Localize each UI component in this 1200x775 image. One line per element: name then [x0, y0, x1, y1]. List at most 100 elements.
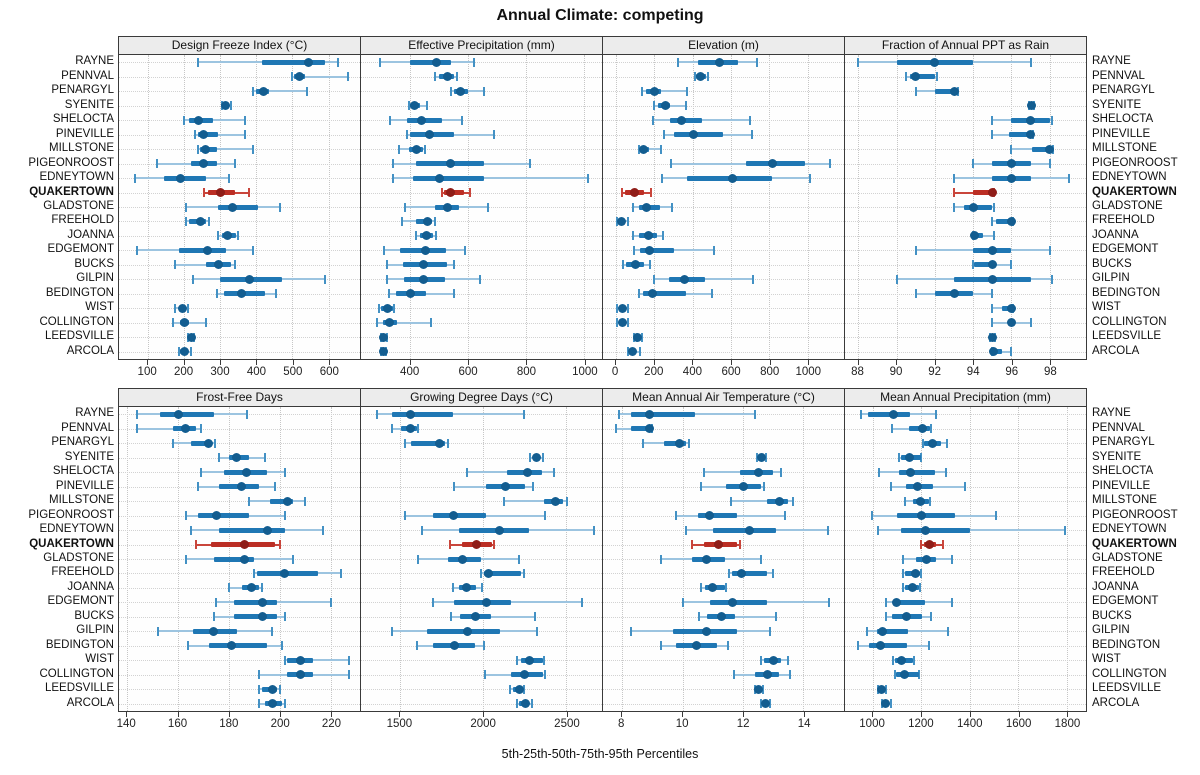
median-dot — [213, 260, 223, 270]
panel: Growing Degree Days (°C) 1500 2000 2500 — [360, 388, 603, 737]
site-label: PENARGYL — [51, 436, 114, 449]
site-label: MILLSTONE — [1092, 142, 1157, 155]
whisker-cap — [1064, 525, 1067, 535]
y-gridline — [361, 264, 602, 266]
whisker-cap — [378, 57, 381, 67]
site-label: FREEHOLD — [1092, 566, 1155, 579]
whisker-5-95 — [173, 321, 206, 324]
whisker-cap — [918, 670, 921, 680]
median-dot — [756, 453, 766, 463]
median-dot — [930, 57, 940, 67]
whisker-cap — [631, 231, 634, 241]
panel-header: Elevation (m) — [602, 36, 845, 54]
whisker-cap — [529, 159, 532, 169]
median-dot — [434, 438, 444, 448]
whisker-cap — [407, 101, 410, 111]
y-gridline — [845, 645, 1086, 647]
median-dot — [462, 626, 472, 636]
iqr-box-25-75 — [391, 411, 454, 417]
whisker-cap — [620, 188, 623, 198]
median-dot — [484, 568, 494, 578]
x-tick — [526, 360, 528, 365]
y-gridline — [119, 221, 360, 223]
median-dot — [916, 511, 926, 521]
whisker-cap — [894, 670, 897, 680]
whisker-cap — [533, 612, 536, 622]
y-gridline — [845, 91, 1086, 93]
median-dot — [173, 409, 183, 419]
y-gridline — [603, 428, 844, 430]
median-dot — [908, 583, 918, 593]
whisker-cap — [204, 318, 207, 328]
iqr-box-25-75 — [198, 132, 219, 138]
whisker-cap — [441, 188, 444, 198]
whisker-cap — [615, 318, 618, 328]
whisker-cap — [934, 409, 937, 419]
whisker-cap — [390, 626, 393, 636]
x-tick — [1018, 712, 1020, 717]
whisker-cap — [522, 409, 525, 419]
whisker-cap — [215, 289, 218, 299]
whisker-cap — [455, 72, 458, 82]
site-label: FREEHOLD — [51, 566, 114, 579]
whisker-cap — [884, 597, 887, 607]
whisker-cap — [738, 540, 741, 550]
median-dot — [639, 144, 649, 154]
median-dot — [888, 409, 898, 419]
x-tick-label: 14 — [797, 718, 811, 730]
x-tick — [256, 360, 258, 365]
y-gridline — [845, 573, 1086, 575]
whisker-cap — [927, 641, 930, 651]
x-tick — [147, 360, 149, 365]
whisker-cap — [901, 583, 904, 593]
median-dot — [222, 231, 232, 241]
x-tick — [584, 360, 586, 365]
x-tick-label: 1000 — [859, 718, 885, 730]
iqr-box-25-75 — [897, 513, 956, 519]
whisker-cap — [991, 115, 994, 125]
x-tick-label: 200 — [644, 366, 664, 378]
whisker-cap — [791, 496, 794, 506]
median-dot — [878, 626, 888, 636]
whisker-cap — [186, 303, 189, 313]
whisker-5-95 — [175, 263, 235, 266]
y-gridline — [845, 120, 1086, 122]
y-gridline — [361, 76, 602, 78]
whisker-cap — [183, 115, 186, 125]
whisker-cap — [248, 496, 251, 506]
y-gridline — [361, 660, 602, 662]
median-dot — [896, 655, 906, 665]
iqr-box-25-75 — [234, 614, 278, 620]
whisker-cap — [685, 86, 688, 96]
median-dot — [421, 231, 431, 241]
site-label: JOANNA — [67, 580, 114, 593]
x-tick — [934, 360, 936, 365]
median-dot — [911, 72, 921, 82]
x-tick — [731, 360, 733, 365]
whisker-cap — [493, 130, 496, 140]
y-gridline — [119, 337, 360, 339]
median-dot — [1006, 159, 1016, 169]
whisker-cap — [251, 144, 254, 154]
whisker-cap — [388, 115, 391, 125]
whisker-cap — [383, 245, 386, 255]
median-dot — [680, 274, 690, 284]
whisker-5-95 — [184, 119, 246, 122]
whisker-cap — [347, 72, 350, 82]
y-gridline — [119, 76, 360, 78]
median-dot — [1006, 216, 1016, 226]
y-gridline — [119, 660, 360, 662]
median-dot — [920, 525, 930, 535]
whisker-cap — [662, 130, 665, 140]
whisker-cap — [914, 289, 917, 299]
panel-plot-area — [844, 406, 1087, 712]
median-dot — [239, 554, 249, 564]
whisker-cap — [713, 245, 716, 255]
y-gridline — [361, 235, 602, 237]
site-labels-inner: RAYNE PENNVAL PENARGYL SYENITE SHELOCTA PINEV… — [0, 406, 118, 710]
whisker-cap — [283, 655, 286, 665]
median-dot — [753, 467, 763, 477]
whisker-cap — [404, 202, 407, 212]
iqr-box-25-75 — [973, 190, 994, 196]
site-label: SHELOCTA — [52, 113, 114, 126]
